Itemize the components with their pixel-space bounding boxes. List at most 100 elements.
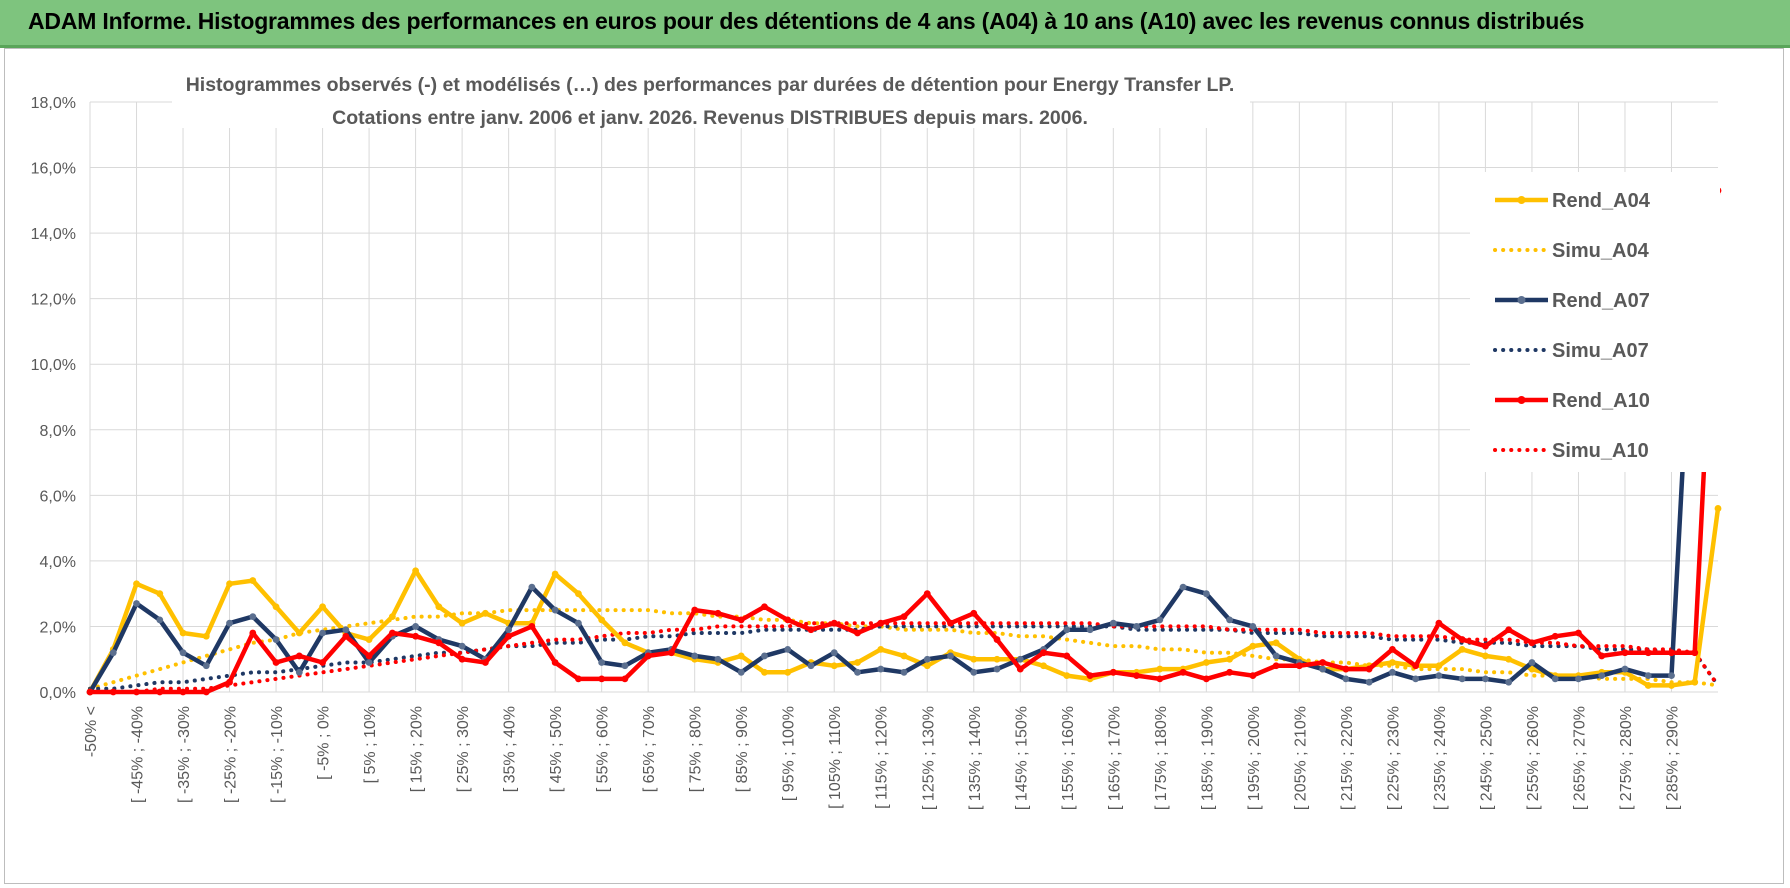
y-tick-label: 4,0%: [40, 554, 76, 571]
data-point: [156, 590, 164, 598]
data-point: [1016, 665, 1024, 673]
data-point: [807, 626, 815, 634]
data-point: [737, 668, 745, 676]
data-point: [1644, 649, 1652, 657]
data-point: [1621, 649, 1629, 657]
series-Rend_A04: [86, 505, 1722, 696]
series-line: [88, 621, 1720, 694]
data-point: [1040, 649, 1047, 657]
data-point: [505, 632, 513, 640]
chart-series: [86, 187, 1722, 696]
data-point: [923, 662, 931, 670]
data-point: [993, 655, 1001, 663]
data-point: [1109, 619, 1117, 627]
legend-item-Rend_A10: Rend_A10: [1495, 390, 1650, 412]
data-point: [1668, 672, 1675, 680]
legend-label: Rend_A07: [1552, 290, 1650, 312]
data-point: [830, 649, 838, 657]
data-point: [970, 609, 978, 617]
data-point: [900, 652, 908, 660]
data-point: [1202, 590, 1210, 598]
data-point: [1598, 652, 1606, 660]
data-point: [388, 613, 396, 621]
data-point: [295, 629, 303, 637]
data-point: [388, 629, 396, 637]
x-tick-label: [ -15% ; -10%: [269, 706, 286, 803]
x-tick-label: [ 125% ; 130%: [920, 706, 937, 810]
data-point: [1202, 675, 1210, 683]
data-point: [1575, 629, 1582, 637]
data-point: [947, 619, 954, 627]
data-point: [551, 659, 559, 666]
data-point: [1179, 583, 1187, 591]
y-tick-label: 8,0%: [40, 423, 76, 440]
y-axis-ticks: 0,0% 2,0% 4,0% 6,0% 8,0% 10,0% 12,0% 14,0% 16,0%…: [31, 95, 76, 702]
legend-marker: [1517, 196, 1526, 204]
data-point: [1295, 662, 1303, 670]
data-point: [505, 626, 513, 634]
x-tick-label: [ 255% ; 260%: [1525, 706, 1542, 810]
data-point: [947, 652, 954, 660]
data-point: [1202, 659, 1210, 666]
legend-label: Simu_A07: [1552, 340, 1649, 362]
data-point: [551, 570, 559, 578]
data-point: [1644, 682, 1652, 689]
data-point: [668, 649, 675, 657]
data-point: [1551, 675, 1559, 683]
data-point: [691, 606, 699, 614]
data-point: [714, 609, 722, 617]
x-tick-label: [ 85% ; 90%: [734, 706, 751, 792]
x-tick-label: [ 165% ; 170%: [1106, 706, 1123, 810]
data-point: [1226, 668, 1233, 676]
data-point: [1458, 636, 1466, 643]
data-point: [365, 652, 373, 660]
data-point: [1482, 642, 1489, 650]
data-point: [1691, 649, 1699, 657]
data-point: [1551, 632, 1559, 640]
data-point: [1412, 675, 1420, 683]
data-point: [1272, 639, 1280, 647]
data-point: [970, 655, 978, 663]
data-point: [133, 580, 140, 588]
data-point: [784, 668, 792, 676]
data-point: [249, 613, 257, 621]
x-tick-label: [ 15% ; 20%: [409, 706, 426, 792]
data-point: [202, 632, 210, 640]
data-point: [1319, 665, 1327, 673]
data-point: [1109, 668, 1117, 676]
chart-subtitle: Cotations entre janv. 2006 et janv. 2026…: [332, 107, 1088, 129]
data-point: [249, 577, 257, 584]
data-point: [412, 623, 419, 630]
data-point: [226, 619, 233, 627]
data-point: [481, 609, 489, 617]
data-point: [1249, 623, 1257, 630]
data-point: [830, 619, 838, 627]
data-point: [854, 668, 861, 676]
data-point: [877, 619, 885, 627]
data-point: [342, 626, 350, 634]
data-point: [319, 603, 326, 611]
data-point: [1133, 672, 1140, 680]
data-point: [202, 688, 210, 696]
data-point: [1389, 645, 1396, 653]
data-point: [737, 616, 745, 624]
data-point: [830, 662, 838, 670]
data-point: [1691, 678, 1699, 686]
x-tick-label: [ 75% ; 80%: [688, 706, 705, 792]
data-point: [1040, 662, 1047, 670]
data-point: [1342, 665, 1350, 673]
x-tick-label: [ 95% ; 100%: [781, 706, 798, 801]
data-point: [1179, 668, 1187, 676]
legend-marker: [1517, 296, 1526, 304]
data-point: [1528, 639, 1536, 647]
series-Simu_A07: [88, 624, 1720, 691]
series-line: [88, 608, 1720, 691]
data-point: [644, 652, 652, 660]
data-point: [1714, 505, 1722, 512]
data-point: [551, 606, 559, 614]
data-point: [761, 652, 768, 660]
data-point: [621, 675, 629, 683]
x-tick-label: [ -45% ; -40%: [130, 706, 147, 803]
data-point: [1319, 659, 1327, 666]
